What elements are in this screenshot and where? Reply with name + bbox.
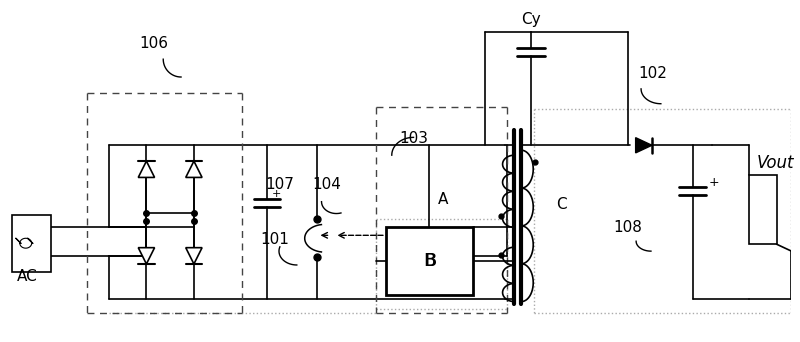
Text: +: + (708, 176, 719, 189)
Text: 102: 102 (638, 66, 667, 81)
Text: AC: AC (18, 269, 38, 284)
Text: 106: 106 (139, 36, 168, 51)
Polygon shape (186, 161, 202, 177)
Text: C: C (556, 197, 566, 212)
Text: A: A (438, 192, 448, 207)
Text: 104: 104 (312, 177, 341, 192)
Polygon shape (138, 161, 154, 177)
Bar (12, 214, 51, 272)
Text: 107: 107 (266, 177, 294, 192)
Text: +: + (272, 189, 282, 199)
Bar (386, 227, 473, 295)
Text: 108: 108 (614, 220, 642, 235)
Text: Cy: Cy (522, 12, 541, 27)
Text: 101: 101 (261, 232, 290, 247)
Polygon shape (138, 248, 154, 264)
Text: 103: 103 (399, 131, 428, 146)
Text: Vout: Vout (757, 154, 794, 172)
Bar (749, 175, 777, 244)
Text: B: B (424, 252, 437, 270)
Polygon shape (636, 138, 652, 153)
Polygon shape (186, 248, 202, 264)
Text: B: B (423, 252, 435, 270)
